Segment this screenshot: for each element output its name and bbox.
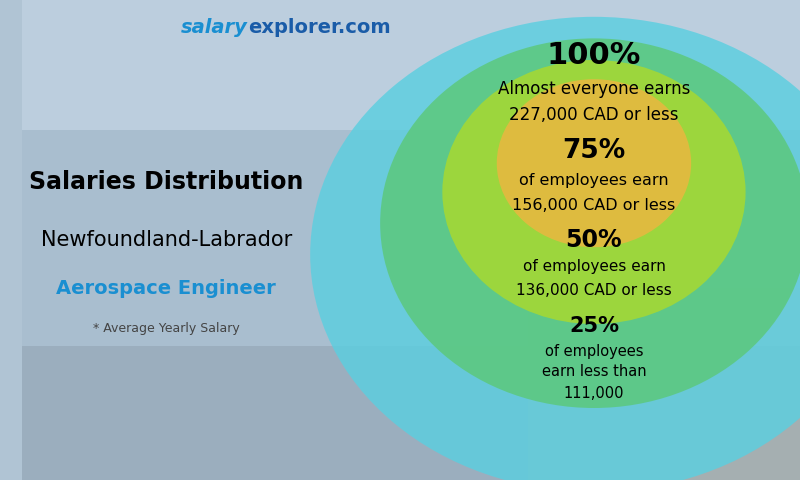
Text: 100%: 100% xyxy=(546,41,641,70)
Text: 50%: 50% xyxy=(566,228,622,252)
Ellipse shape xyxy=(442,60,746,324)
Text: Almost everyone earns: Almost everyone earns xyxy=(498,80,690,98)
Ellipse shape xyxy=(497,79,691,247)
Text: of employees: of employees xyxy=(545,344,643,359)
Text: Aerospace Engineer: Aerospace Engineer xyxy=(57,278,276,298)
Text: of employees earn: of employees earn xyxy=(522,259,666,274)
Text: * Average Yearly Salary: * Average Yearly Salary xyxy=(93,322,240,336)
Bar xyxy=(22,0,800,130)
Bar xyxy=(22,346,800,480)
Text: Salaries Distribution: Salaries Distribution xyxy=(29,170,303,194)
Text: 25%: 25% xyxy=(569,316,619,336)
Ellipse shape xyxy=(310,17,800,480)
Text: explorer.com: explorer.com xyxy=(248,18,390,37)
Bar xyxy=(22,130,800,346)
Text: 227,000 CAD or less: 227,000 CAD or less xyxy=(510,106,678,124)
Text: 75%: 75% xyxy=(562,138,626,164)
Text: 111,000: 111,000 xyxy=(564,386,624,401)
Text: of employees earn: of employees earn xyxy=(519,172,669,188)
Text: Newfoundland-Labrador: Newfoundland-Labrador xyxy=(41,230,292,250)
Bar xyxy=(528,288,800,480)
Text: 156,000 CAD or less: 156,000 CAD or less xyxy=(512,198,675,213)
Ellipse shape xyxy=(380,38,800,408)
Text: salary: salary xyxy=(181,18,248,37)
Text: 136,000 CAD or less: 136,000 CAD or less xyxy=(516,283,672,298)
Text: earn less than: earn less than xyxy=(542,364,646,380)
